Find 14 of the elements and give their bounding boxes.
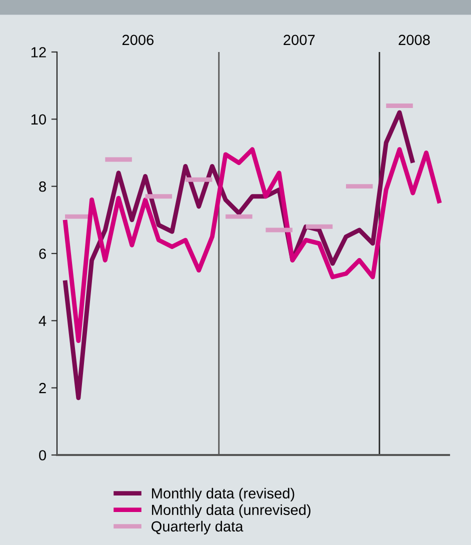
y-tick-label: 6	[39, 248, 46, 259]
text: 2007	[284, 34, 315, 46]
text: 2008	[398, 34, 430, 46]
y-tick-label: 8	[39, 181, 46, 192]
legend-label: Monthly data (revised)	[152, 488, 294, 502]
y-tick-label: 4	[38, 316, 46, 326]
line-series	[62, 147, 442, 344]
y-tick-label: 2	[39, 382, 46, 394]
legend-label: Quarterly data	[152, 520, 244, 534]
y-tick-label: 12	[31, 47, 46, 58]
y-tick-label: 0	[39, 450, 46, 460]
legend-label: Monthly data (unrevised)	[152, 504, 310, 518]
text: 2006	[122, 34, 154, 46]
y-tick-label: 10	[31, 114, 46, 125]
